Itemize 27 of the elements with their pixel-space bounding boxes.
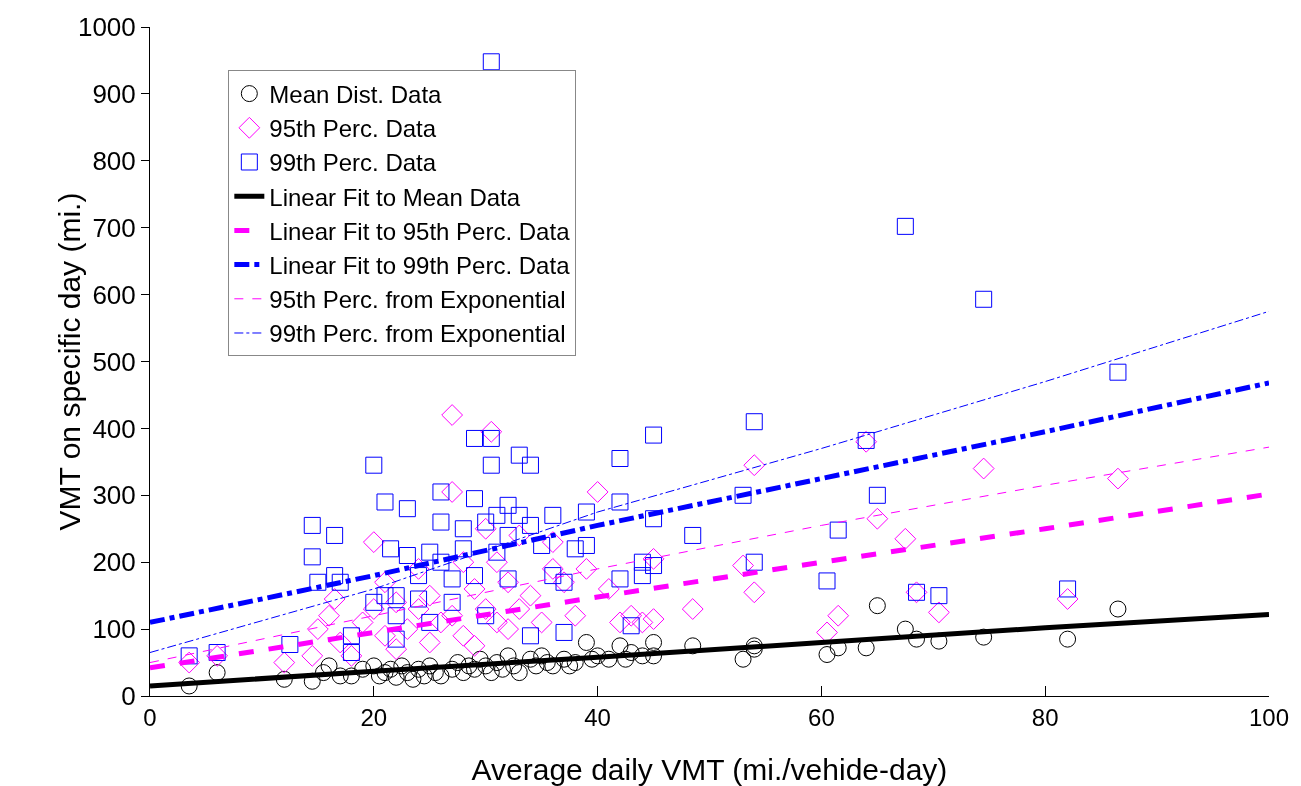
x-tick-label: 60 <box>808 703 835 731</box>
y-tick-label: 600 <box>92 279 136 310</box>
y-tick-label: 800 <box>92 145 136 176</box>
legend-label: 99th Perc. from Exponential <box>269 320 566 348</box>
x-tick-label: 100 <box>1248 703 1290 731</box>
legend-label: Linear Fit to Mean Data <box>269 183 521 211</box>
legend-label: 99th Perc. Data <box>269 149 437 177</box>
y-tick-label: 0 <box>121 681 136 712</box>
legend-label: Linear Fit to 99th Perc. Data <box>269 251 571 279</box>
y-axis-title: VMT on specific day (mi.) <box>53 192 86 531</box>
y-tick-label: 100 <box>92 614 136 645</box>
y-tick-label: 200 <box>92 547 136 578</box>
y-tick-label: 400 <box>92 413 136 444</box>
legend-label: 95th Perc. from Exponential <box>269 286 566 314</box>
y-tick-label: 700 <box>92 212 136 243</box>
legend-label: Mean Dist. Data <box>269 80 443 108</box>
x-tick-label: 80 <box>1031 703 1059 731</box>
y-tick-label: 500 <box>92 346 136 377</box>
x-tick-label: 40 <box>584 703 611 731</box>
x-tick-label: 20 <box>360 703 388 731</box>
y-tick-label: 900 <box>92 79 136 109</box>
y-tick-label: 1000 <box>77 12 136 43</box>
legend-label: 95th Perc. Data <box>269 115 437 143</box>
y-tick-label: 300 <box>92 480 136 511</box>
legend-label: Linear Fit to 95th Perc. Data <box>269 217 571 245</box>
x-axis-title: Average daily VMT (mi./vehide-day) <box>471 753 948 786</box>
x-tick-label: 0 <box>143 703 157 731</box>
